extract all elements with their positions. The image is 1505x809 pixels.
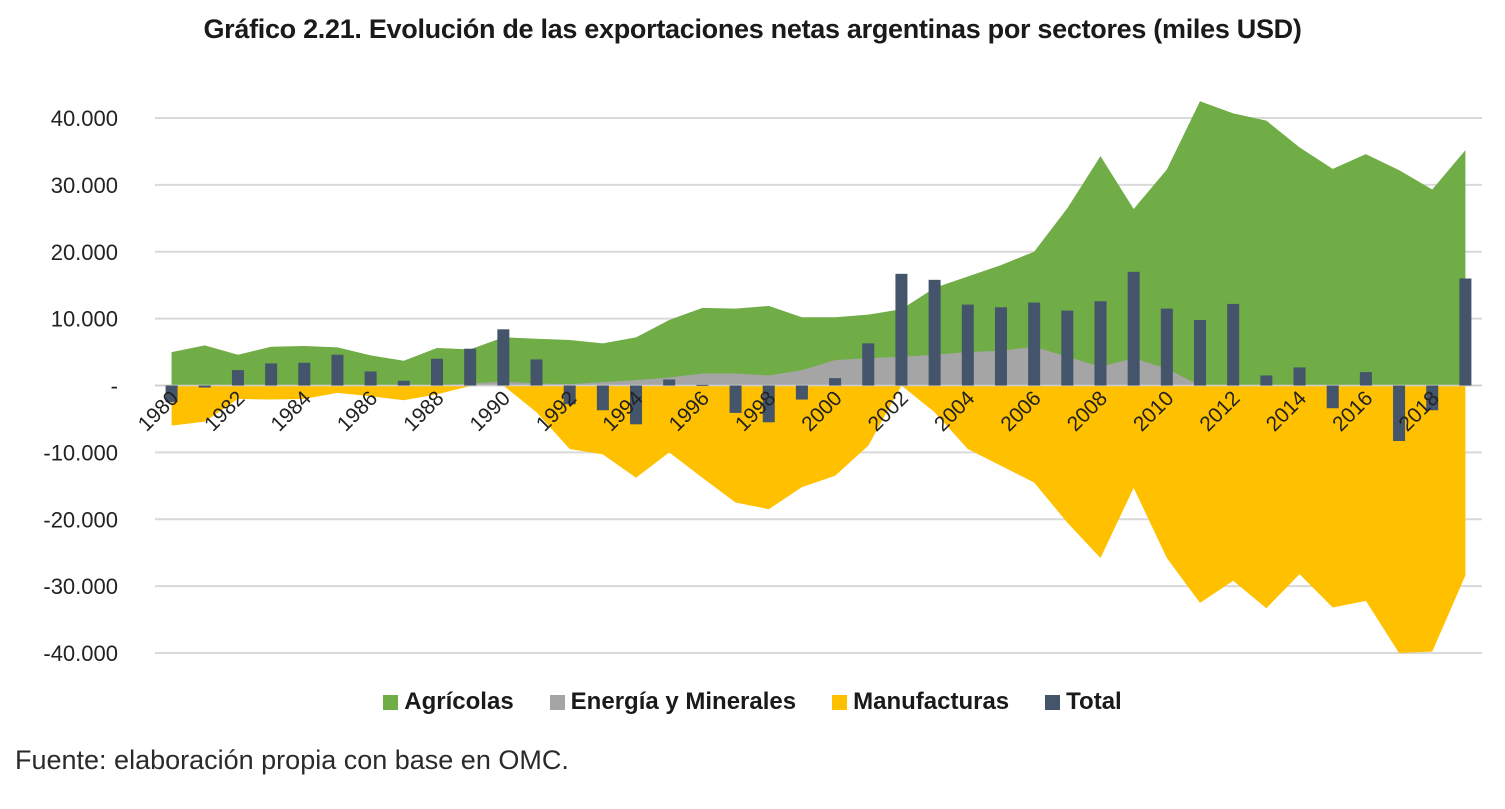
area-agricolas: [171, 101, 1466, 386]
chart-title: Gráfico 2.21. Evolución de las exportaci…: [203, 14, 1302, 44]
x-tick-label: 1990: [466, 387, 515, 436]
source-note: Fuente: elaboración propia con base en O…: [15, 745, 569, 775]
legend-label-energia: Energía y Minerales: [570, 688, 797, 715]
legend-item-total: Total: [1045, 688, 1122, 716]
y-tick-label: -30.000: [43, 574, 118, 599]
bar-total: [961, 304, 974, 386]
bar-total: [298, 362, 311, 386]
bar-total: [397, 380, 410, 386]
bar-total: [795, 385, 808, 400]
bar-total: [928, 279, 941, 386]
legend: Agrícolas Energía y Minerales Manufactur…: [0, 688, 1505, 716]
legend-swatch-total: [1045, 694, 1061, 710]
legend-label-total: Total: [1066, 688, 1122, 715]
bar-total: [1094, 301, 1107, 386]
y-tick-label: 20.000: [51, 240, 118, 265]
bar-total: [1227, 303, 1240, 386]
bar-total: [1160, 308, 1173, 386]
legend-label-manufacturas: Manufacturas: [853, 688, 1010, 715]
y-tick-label: -10.000: [43, 440, 118, 465]
bar-total: [1127, 271, 1140, 386]
legend-label-agricolas: Agrícolas: [404, 688, 514, 715]
bar-total: [663, 379, 676, 386]
area-energia-y-minerales: [171, 346, 1466, 386]
bar-total: [696, 384, 709, 386]
bar-total: [895, 273, 908, 386]
y-tick-label: -40.000: [43, 641, 118, 666]
bar-total: [231, 370, 244, 386]
bar-total: [1426, 385, 1439, 411]
bar-total: [464, 348, 477, 386]
bar-total: [729, 385, 742, 413]
bar-total: [829, 378, 842, 386]
legend-swatch-energia: [549, 694, 565, 710]
y-axis: 40.000 30.000 20.000 10.000 - -10.000 -20.000 -…: [43, 106, 118, 666]
bar-total: [198, 385, 211, 388]
bar-total: [497, 329, 510, 386]
legend-swatch-agricolas: [383, 694, 399, 710]
y-tick-label: 40.000: [51, 106, 118, 131]
bar-total: [430, 358, 443, 386]
bar-total: [364, 371, 377, 386]
total-bars: [165, 271, 1472, 442]
bar-total: [1293, 367, 1306, 386]
area-manufacturas: [171, 385, 1466, 653]
bar-total: [862, 343, 875, 386]
bar-total: [596, 385, 609, 411]
bar-total: [331, 354, 344, 386]
bar-total: [1359, 372, 1372, 386]
bar-total: [762, 385, 775, 423]
y-tick-label: -20.000: [43, 507, 118, 532]
bar-total: [165, 385, 178, 403]
y-tick-label: 30.000: [51, 173, 118, 198]
bar-total: [1260, 375, 1273, 386]
legend-item-manufacturas: Manufacturas: [832, 688, 1009, 716]
bar-total: [1326, 385, 1339, 409]
bar-total: [1061, 310, 1074, 386]
chart-svg: 40.000 30.000 20.000 10.000 - -10.000 -20.000 -…: [43, 101, 1482, 666]
y-tick-label: 10.000: [51, 307, 118, 332]
bar-total: [630, 385, 643, 425]
legend-item-agricolas: Agrícolas: [383, 688, 514, 716]
bar-total: [994, 307, 1007, 386]
legend-item-energia: Energía y Minerales: [549, 688, 797, 716]
bar-total: [1028, 302, 1041, 386]
bar-total: [1393, 385, 1406, 442]
bar-total: [265, 363, 278, 386]
legend-swatch-manufacturas: [832, 694, 848, 710]
y-tick-label: -: [111, 374, 118, 399]
bar-total: [530, 359, 543, 386]
bar-total: [1459, 278, 1472, 386]
bar-total: [563, 385, 576, 405]
bar-total: [1194, 319, 1207, 386]
